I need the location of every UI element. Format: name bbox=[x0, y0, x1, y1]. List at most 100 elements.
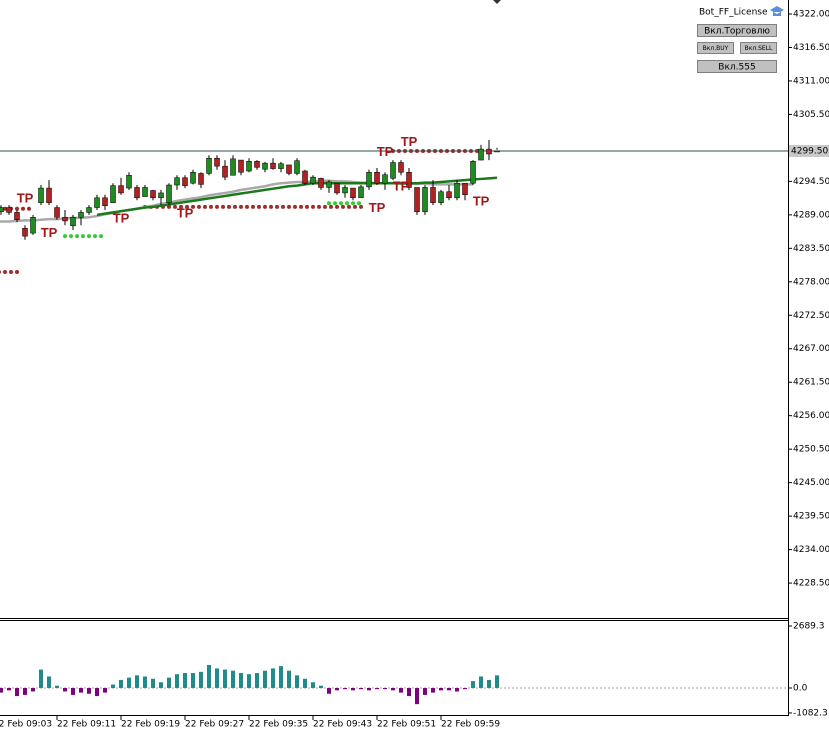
histogram-bar bbox=[295, 675, 299, 689]
button-label[interactable]: Вкл.SELL bbox=[745, 45, 773, 52]
level-dot bbox=[185, 204, 189, 209]
level-dot bbox=[359, 204, 363, 209]
histogram-bar bbox=[439, 688, 443, 691]
candle-body bbox=[382, 174, 388, 184]
histogram-bar bbox=[135, 675, 139, 689]
candle-body bbox=[286, 164, 292, 174]
candle-body bbox=[358, 186, 364, 199]
histogram-bar bbox=[151, 678, 155, 689]
candle-body bbox=[30, 217, 36, 234]
x-tick-label: 22 Feb 09:11 bbox=[57, 720, 116, 730]
histogram-bar bbox=[143, 676, 147, 689]
candle-body bbox=[254, 161, 260, 168]
candle-body bbox=[294, 160, 300, 174]
candle-body bbox=[374, 171, 380, 184]
histogram-bar bbox=[319, 685, 323, 689]
candle-body bbox=[270, 162, 276, 169]
histogram-bar bbox=[119, 679, 123, 689]
button-label[interactable]: Вкл.BUY bbox=[703, 45, 729, 52]
level-dot bbox=[209, 204, 213, 209]
level-dot bbox=[329, 204, 333, 209]
histogram-bar bbox=[455, 688, 459, 692]
level-dot bbox=[197, 204, 201, 209]
level-dot bbox=[173, 204, 177, 209]
histogram-bar bbox=[95, 688, 99, 697]
level-dot bbox=[81, 234, 85, 239]
level-dot bbox=[3, 206, 7, 211]
level-dot bbox=[335, 204, 339, 209]
level-dot bbox=[227, 204, 231, 209]
candle-body bbox=[462, 182, 468, 196]
histogram-bar bbox=[191, 673, 195, 689]
candle-body bbox=[406, 171, 412, 188]
histogram-bar bbox=[0, 688, 3, 693]
histogram-bar bbox=[479, 676, 483, 689]
level-dot bbox=[351, 201, 355, 206]
button-label[interactable]: Вкл.555 bbox=[718, 63, 755, 73]
histogram-bar bbox=[183, 673, 187, 689]
candle-body bbox=[102, 197, 108, 206]
candle-body bbox=[142, 187, 148, 197]
histogram-bar bbox=[79, 688, 83, 693]
histogram-bar bbox=[111, 684, 115, 689]
candle-body bbox=[334, 182, 340, 194]
candle-body bbox=[206, 157, 212, 174]
level-dot bbox=[341, 204, 345, 209]
candle-body bbox=[190, 171, 196, 184]
histogram-bar bbox=[71, 688, 75, 695]
x-tick-label: 22 Feb 09:03 bbox=[0, 720, 52, 730]
level-dot bbox=[257, 204, 261, 209]
candle-body bbox=[62, 217, 68, 222]
candle-body bbox=[262, 162, 268, 170]
button-label[interactable]: Вкл.Торговлю bbox=[704, 27, 770, 37]
candle-body bbox=[302, 170, 308, 184]
level-dot bbox=[353, 204, 357, 209]
candle-body bbox=[318, 178, 324, 188]
histogram-bar bbox=[431, 688, 435, 693]
level-dot bbox=[311, 204, 315, 209]
candle-body bbox=[118, 185, 124, 194]
button[interactable] bbox=[740, 42, 777, 54]
histogram-bar bbox=[207, 664, 211, 689]
level-dot bbox=[345, 201, 349, 206]
level-dot bbox=[245, 204, 249, 209]
candle-body bbox=[430, 187, 436, 203]
histogram-bar bbox=[167, 677, 171, 689]
x-tick-label: 22 Feb 09:27 bbox=[185, 720, 244, 730]
button[interactable] bbox=[697, 60, 777, 73]
level-dot bbox=[63, 234, 67, 239]
tp-label: TP bbox=[473, 194, 490, 209]
level-dot bbox=[357, 201, 361, 206]
candle-body bbox=[46, 187, 52, 203]
candle-body bbox=[230, 158, 236, 176]
candle-body bbox=[478, 148, 484, 161]
candle-body bbox=[126, 175, 132, 189]
button[interactable] bbox=[697, 42, 734, 54]
level-dot bbox=[251, 204, 255, 209]
histogram-bar bbox=[239, 673, 243, 689]
histogram-bar bbox=[215, 668, 219, 689]
candle-body bbox=[486, 148, 492, 155]
tp-label: TP bbox=[401, 134, 418, 149]
histogram-bar bbox=[391, 688, 395, 691]
histogram-bar bbox=[87, 688, 91, 694]
level-dot bbox=[3, 270, 7, 275]
histogram-bar bbox=[327, 688, 331, 694]
histogram-bar bbox=[223, 669, 227, 689]
candle-body bbox=[454, 182, 460, 199]
y-tick-label: 4267.00 bbox=[793, 344, 829, 354]
histogram-bar bbox=[103, 688, 107, 693]
candle-body bbox=[342, 187, 348, 194]
axes: 4322.00 4316.50 4311.00 4305.50 4294.50 4289.… bbox=[0, 9, 829, 730]
candle-body bbox=[422, 187, 428, 213]
level-dot bbox=[75, 234, 79, 239]
candle-body bbox=[38, 187, 44, 203]
button[interactable] bbox=[697, 24, 777, 37]
tp-label: TP bbox=[369, 200, 386, 215]
histogram-bar bbox=[383, 688, 387, 690]
candle-body bbox=[110, 185, 116, 203]
histogram-bar bbox=[127, 677, 131, 689]
candle-body bbox=[398, 162, 404, 173]
